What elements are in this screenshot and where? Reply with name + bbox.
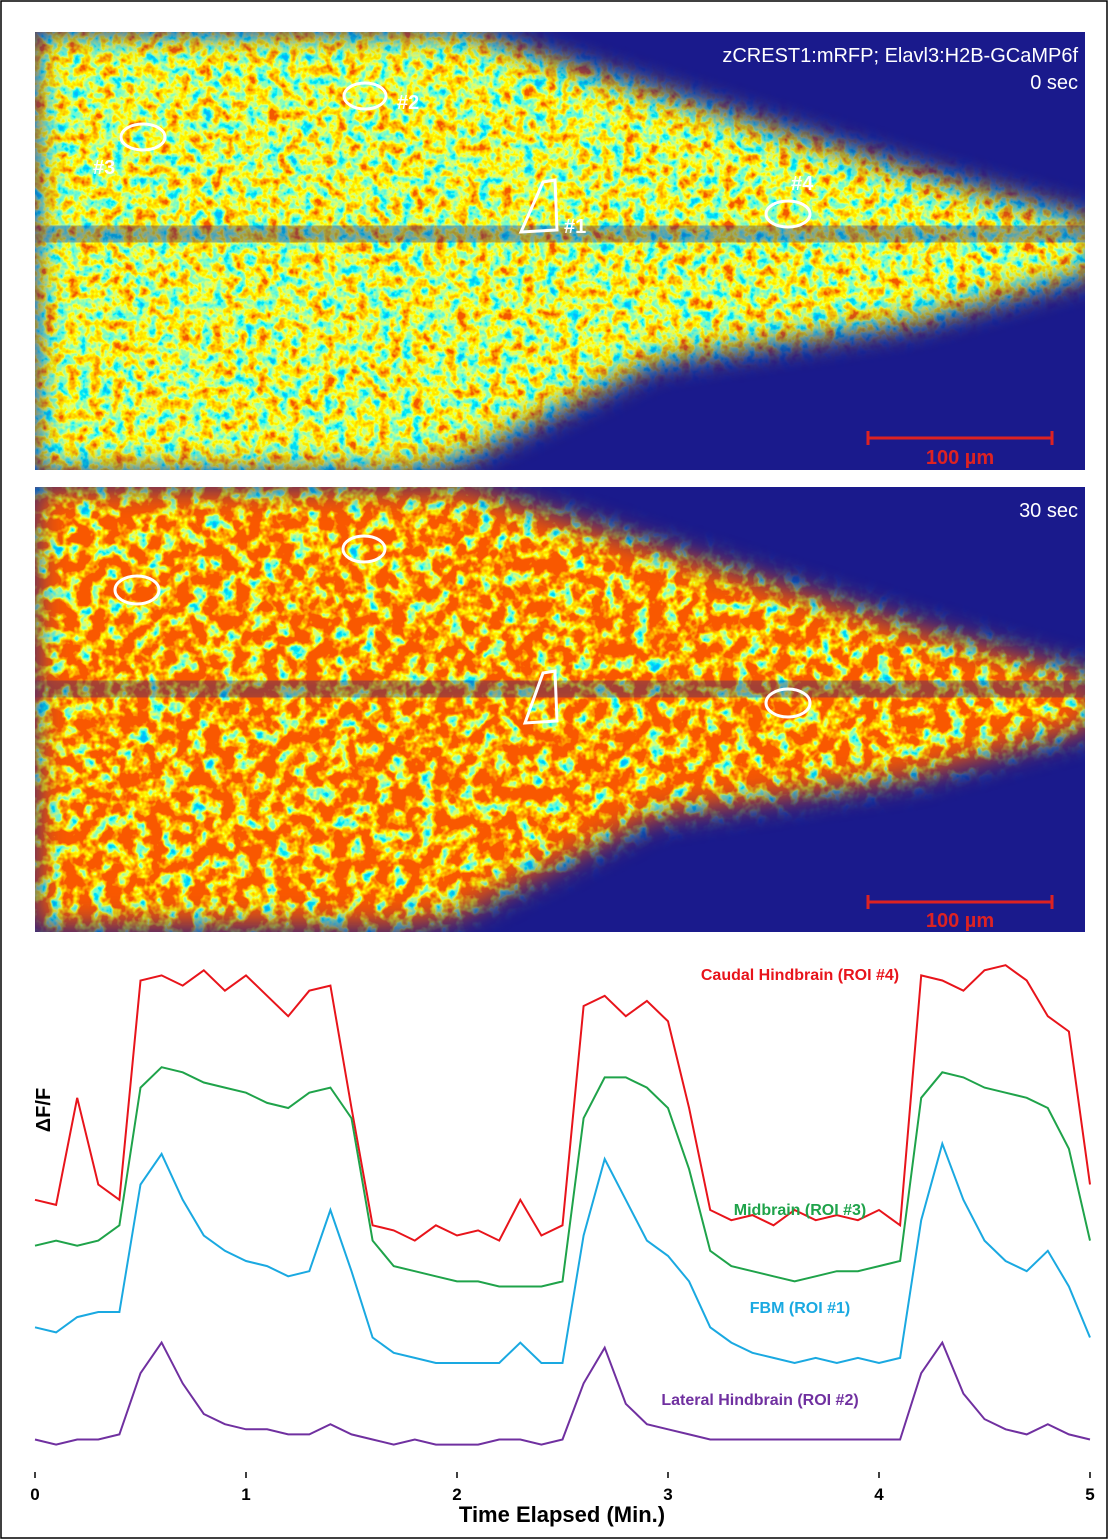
trace (34, 1066, 1091, 1288)
series-label: Lateral Hindbrain (ROI #2) (661, 1392, 858, 1409)
image-time: 30 sec (1019, 500, 1078, 522)
x-tick-label: 4 (874, 1485, 884, 1504)
roi-outline (764, 687, 812, 719)
image-time: 0 sec (1030, 72, 1078, 94)
trace (34, 964, 1091, 1242)
roi-outline (342, 81, 388, 111)
roi-outline (764, 199, 812, 229)
scale-bar-label: 100 µm (926, 910, 994, 932)
roi-label: #2 (397, 92, 419, 114)
series-label: Midbrain (ROI #3) (734, 1202, 866, 1219)
image-signal (35, 32, 1085, 470)
trace (34, 1140, 1091, 1365)
series-label: FBM (ROI #1) (750, 1300, 850, 1317)
roi-outline (119, 122, 167, 152)
image-signal (35, 487, 1085, 932)
series-label: Caudal Hindbrain (ROI #4) (701, 967, 899, 984)
x-tick-label: 0 (30, 1485, 39, 1504)
scale-bar-label: 100 µm (926, 447, 994, 469)
x-tick-label: 1 (241, 1485, 250, 1504)
roi-label: #1 (564, 216, 586, 238)
x-axis-label: Time Elapsed (Min.) (459, 1502, 665, 1527)
x-tick-label: 5 (1085, 1485, 1094, 1504)
roi-outline (341, 534, 387, 564)
y-axis-label: ΔF/F (33, 1088, 55, 1132)
trace (34, 1340, 1091, 1446)
calcium-image-0s: #1 #2 #3 #4 zCREST1:mRFP; Elavl3:H2B-GCa… (35, 32, 1085, 470)
roi-label: #3 (93, 157, 115, 179)
roi-outline (522, 669, 559, 725)
roi-outline (518, 178, 559, 234)
x-tick-label: 3 (663, 1485, 672, 1504)
x-tick-label: 2 (452, 1485, 461, 1504)
roi-label: #4 (791, 173, 814, 195)
calcium-image-30s: 30 sec 100 µm (35, 487, 1085, 932)
image-caption: zCREST1:mRFP; Elavl3:H2B-GCaMP6f (722, 45, 1078, 67)
roi-outline (113, 574, 161, 606)
